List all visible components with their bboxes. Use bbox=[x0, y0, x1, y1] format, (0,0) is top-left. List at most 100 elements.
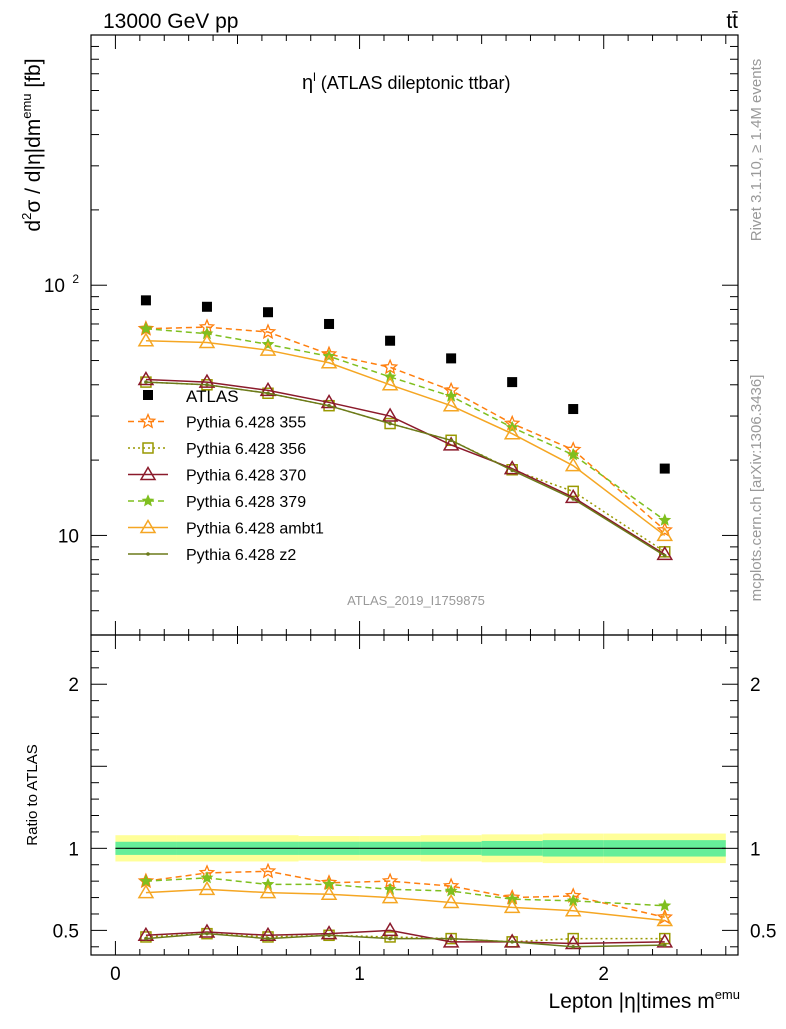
series-point-ratio-4 bbox=[137, 884, 155, 899]
plot-title-rest: (ATLAS dileptonic ttbar) bbox=[316, 73, 511, 93]
series-point-main-2 bbox=[564, 488, 582, 504]
legend-label-data: ATLAS bbox=[186, 387, 239, 406]
series-point-ratio-5 bbox=[144, 936, 148, 941]
series-point-main-2 bbox=[198, 373, 216, 388]
legend-marker-1 bbox=[142, 442, 154, 454]
xlabel-main: Lepton |η|times m bbox=[549, 990, 715, 1013]
series-point-main-5 bbox=[571, 497, 575, 501]
series-line-main-0 bbox=[145, 326, 666, 531]
series-point-ratio-5 bbox=[205, 931, 209, 936]
main-ylabel-suffix: [fb] bbox=[22, 58, 45, 93]
series-line-ratio-5 bbox=[145, 932, 665, 948]
legend-label-5: Pythia 6.428 z2 bbox=[186, 547, 296, 564]
series-point-ratio-5 bbox=[662, 943, 667, 947]
series-point-ratio-4 bbox=[198, 880, 216, 896]
series-point-ratio-5 bbox=[388, 936, 392, 941]
data-point bbox=[385, 335, 396, 346]
series-point-main-4 bbox=[259, 341, 277, 356]
series-point-main-4 bbox=[320, 354, 338, 369]
series-point-main-4 bbox=[381, 376, 399, 391]
legend-marker-5 bbox=[146, 552, 150, 556]
series-point-main-4 bbox=[656, 526, 674, 542]
series-point-ratio-3 bbox=[200, 871, 214, 884]
ratio-uncertainty-band bbox=[115, 833, 726, 864]
series-line-ratio-0 bbox=[145, 870, 665, 918]
header-right: tt̄ bbox=[726, 10, 738, 33]
legend-label-0: Pythia 6.428 355 bbox=[186, 415, 306, 432]
series-point-main-5 bbox=[510, 468, 514, 473]
series-point-main-1 bbox=[567, 485, 579, 498]
series-point-ratio-5 bbox=[571, 944, 575, 949]
series-point-main-0 bbox=[259, 323, 277, 340]
series-point-ratio-2 bbox=[320, 925, 338, 940]
series-point-main-1 bbox=[323, 399, 335, 412]
series-point-ratio-5 bbox=[266, 936, 270, 941]
ytick-ratio-label-left: 0.5 bbox=[53, 921, 79, 942]
series-point-ratio-2 bbox=[198, 923, 216, 938]
series-point-ratio-4 bbox=[656, 912, 674, 927]
ytick-ratio-label-right: 0.5 bbox=[750, 921, 776, 942]
series-line-ratio-4 bbox=[145, 888, 665, 922]
series-point-ratio-4 bbox=[381, 889, 399, 904]
series-point-main-5 bbox=[388, 421, 392, 426]
legend-label-3: Pythia 6.428 379 bbox=[186, 494, 306, 511]
series-point-ratio-3 bbox=[658, 898, 672, 912]
main-panel-frame bbox=[90, 34, 739, 636]
data-point bbox=[446, 353, 457, 364]
series-point-main-5 bbox=[144, 380, 148, 384]
ytick-ratio-label-left: 2 bbox=[68, 675, 79, 696]
ytick-main-label-sup: 2 bbox=[72, 272, 79, 286]
plot-title-main: η bbox=[302, 72, 313, 94]
series-point-ratio-1 bbox=[384, 931, 396, 943]
series-line-main-2 bbox=[145, 378, 666, 556]
series-point-main-4 bbox=[503, 425, 521, 440]
series-point-main-3 bbox=[139, 321, 153, 335]
series-point-main-4 bbox=[137, 332, 155, 347]
legend-marker-data bbox=[143, 390, 153, 400]
series-point-ratio-0 bbox=[259, 862, 277, 879]
legend-label-4: Pythia 6.428 ambt1 bbox=[186, 521, 324, 538]
ratio-ylabel: Ratio to ATLAS bbox=[24, 744, 41, 845]
series-point-main-3 bbox=[658, 513, 672, 526]
ratio-panel-frame bbox=[90, 634, 739, 956]
series-point-main-5 bbox=[205, 382, 209, 387]
series-point-ratio-2 bbox=[442, 933, 460, 948]
rivet-label: Rivet 3.1.10, ≥ 1.4M events bbox=[748, 59, 765, 242]
series-point-main-5 bbox=[662, 553, 667, 558]
data-point bbox=[659, 463, 670, 474]
series-point-main-0 bbox=[656, 521, 673, 538]
series-point-main-2 bbox=[137, 370, 155, 386]
xlabel: Lepton |η|times memu bbox=[549, 987, 740, 1013]
series-point-main-5 bbox=[266, 391, 270, 396]
series-point-ratio-3 bbox=[261, 877, 275, 890]
series-point-ratio-5 bbox=[449, 936, 453, 941]
series-line-main-3 bbox=[145, 327, 666, 521]
legend-marker-0 bbox=[139, 412, 157, 429]
axis-ticks: 0 1 2 10 10 2 0.5 0.5 1 1 2 2 bbox=[44, 34, 776, 985]
series-point-ratio-2 bbox=[503, 933, 521, 948]
series-point-main-2 bbox=[259, 381, 277, 397]
series-point-main-5 bbox=[327, 403, 331, 408]
ytick-ratio-label-right: 1 bbox=[750, 839, 761, 860]
plot-title-sup: l bbox=[313, 70, 316, 84]
series-point-main-4 bbox=[564, 457, 582, 472]
data-points bbox=[140, 295, 670, 474]
main-ylabel-prefix: d bbox=[22, 220, 45, 232]
series-point-main-2 bbox=[503, 460, 521, 475]
ytick-ratio-label-left: 1 bbox=[68, 839, 79, 860]
series-point-main-2 bbox=[442, 436, 460, 451]
xtick-label: 2 bbox=[598, 964, 609, 985]
main-ylabel-sup1: 2 bbox=[19, 213, 34, 220]
series-point-main-5 bbox=[449, 438, 453, 443]
main-ylabel-mid: σ / d|η|dm bbox=[22, 119, 45, 213]
series-point-ratio-4 bbox=[503, 898, 521, 914]
main-ylabel-sup2: emu bbox=[19, 93, 34, 118]
plot-title: ηl (ATLAS dileptonic ttbar) bbox=[302, 70, 511, 94]
series-point-ratio-4 bbox=[320, 885, 338, 901]
series-point-ratio-3 bbox=[139, 874, 153, 887]
series-point-ratio-5 bbox=[327, 933, 331, 938]
data-point bbox=[507, 377, 518, 388]
series-line-ratio-2 bbox=[145, 929, 665, 945]
legend-label-1: Pythia 6.428 356 bbox=[186, 441, 306, 458]
xtick-label: 0 bbox=[110, 964, 121, 985]
